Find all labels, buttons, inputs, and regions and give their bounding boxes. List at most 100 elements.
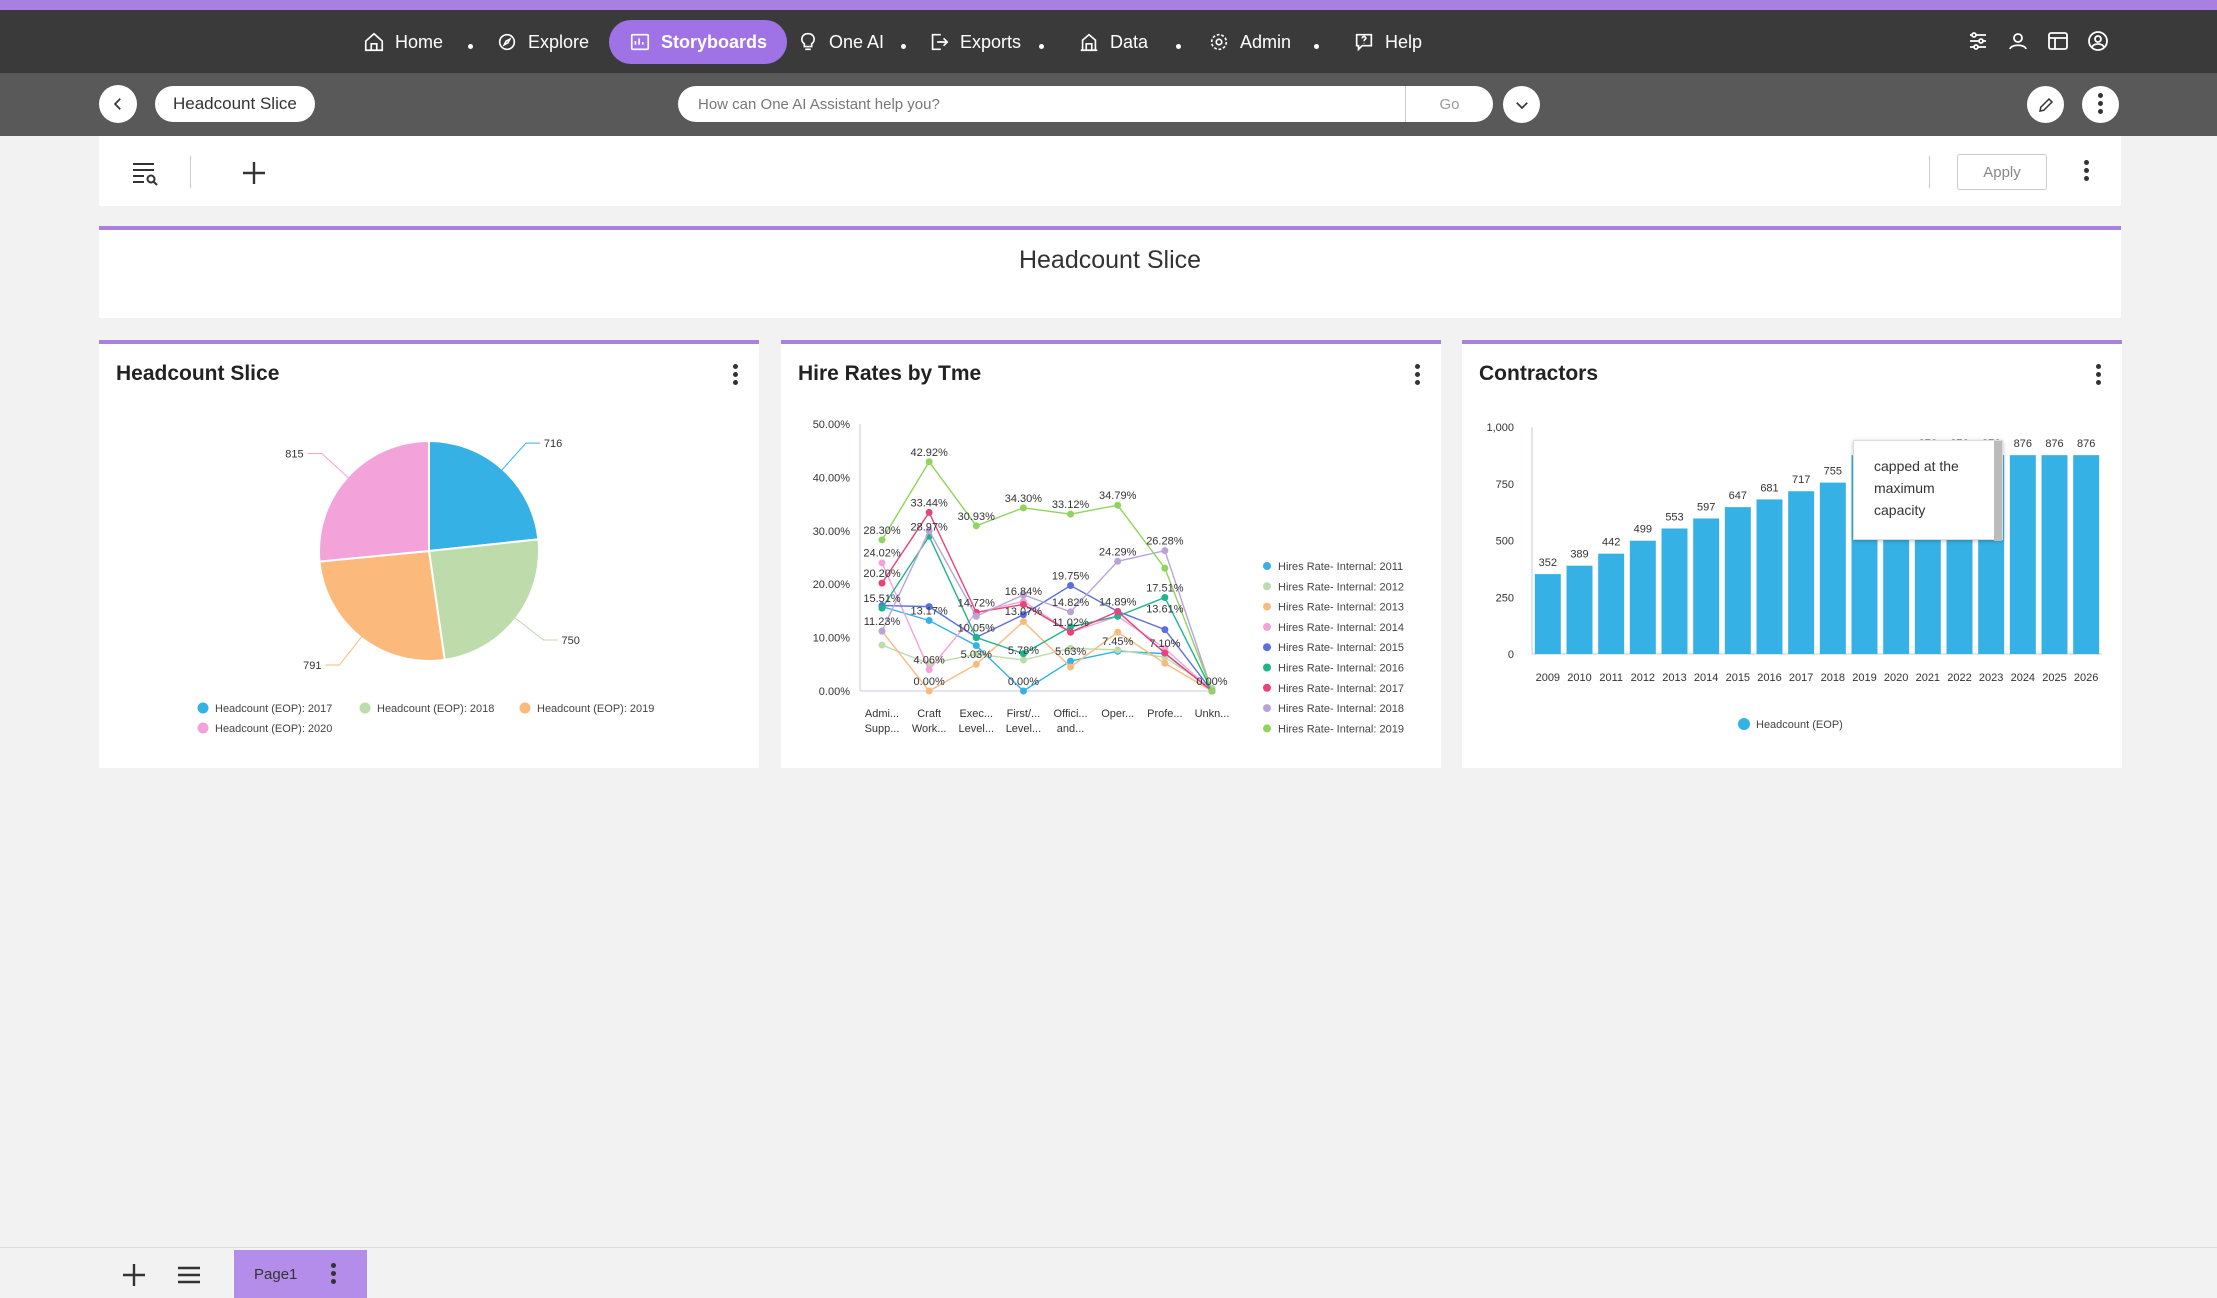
series-point[interactable] bbox=[1019, 618, 1027, 626]
bar[interactable] bbox=[1629, 540, 1656, 654]
series-point[interactable] bbox=[1161, 626, 1169, 634]
series-point[interactable] bbox=[1019, 600, 1027, 608]
edit-button[interactable] bbox=[2027, 86, 2064, 123]
series-point[interactable] bbox=[1067, 663, 1075, 671]
pie-slice[interactable] bbox=[318, 549, 446, 662]
nav-explore[interactable]: Explore bbox=[496, 20, 589, 64]
bar[interactable] bbox=[1724, 507, 1751, 654]
legend-label[interactable]: Hires Rate- Internal: 2012 bbox=[1278, 581, 1404, 593]
widget-menu-icon[interactable] bbox=[731, 364, 739, 388]
series-point[interactable] bbox=[1019, 656, 1027, 664]
series-point[interactable] bbox=[1161, 659, 1169, 667]
series-line[interactable] bbox=[881, 584, 1213, 692]
legend-label[interactable]: Headcount (EOP): 2018 bbox=[377, 703, 494, 715]
legend-label[interactable]: Headcount (EOP): 2020 bbox=[215, 723, 332, 735]
series-point[interactable] bbox=[878, 627, 886, 635]
legend-label[interactable]: Headcount (EOP) bbox=[1756, 719, 1843, 731]
nav-storyboards[interactable]: Storyboards bbox=[609, 20, 788, 64]
back-button[interactable] bbox=[99, 85, 137, 123]
nav-data[interactable]: Data bbox=[1078, 20, 1148, 64]
apply-button[interactable]: Apply bbox=[1957, 154, 2047, 190]
series-point[interactable] bbox=[1019, 687, 1027, 695]
series-point[interactable] bbox=[1161, 649, 1169, 657]
bar[interactable] bbox=[1756, 499, 1783, 654]
series-line[interactable] bbox=[881, 605, 1213, 692]
nav-help[interactable]: Help bbox=[1353, 20, 1422, 64]
series-point[interactable] bbox=[878, 604, 886, 612]
series-point[interactable] bbox=[1161, 644, 1169, 652]
series-point[interactable] bbox=[1161, 564, 1169, 572]
legend-label[interactable]: Hires Rate- Internal: 2014 bbox=[1278, 622, 1404, 634]
series-point[interactable] bbox=[1208, 687, 1216, 695]
legend-label[interactable]: Headcount (EOP): 2019 bbox=[537, 703, 654, 715]
series-point[interactable] bbox=[925, 617, 933, 625]
series-point[interactable] bbox=[1067, 608, 1075, 616]
series-point[interactable] bbox=[1067, 657, 1075, 665]
add-page-icon[interactable] bbox=[120, 1261, 148, 1289]
ai-assistant-input[interactable] bbox=[678, 87, 1405, 121]
toolbar-more-icon[interactable] bbox=[2082, 160, 2090, 184]
series-point[interactable] bbox=[878, 641, 886, 649]
settings-sliders-icon[interactable] bbox=[1966, 29, 1996, 59]
legend-label[interactable]: Hires Rate- Internal: 2018 bbox=[1278, 703, 1404, 715]
series-point[interactable] bbox=[1067, 623, 1075, 631]
series-line[interactable] bbox=[881, 529, 1213, 692]
assistant-dropdown-button[interactable] bbox=[1503, 86, 1540, 123]
legend-label[interactable]: Hires Rate- Internal: 2017 bbox=[1278, 683, 1404, 695]
series-point[interactable] bbox=[925, 603, 933, 611]
widget-hire-rates[interactable]: Hire Rates by Tme 0.00% 10.00% 20.00% 30.00… bbox=[781, 340, 1441, 768]
bar[interactable] bbox=[2009, 455, 2036, 654]
series-point[interactable] bbox=[925, 687, 933, 695]
series-line[interactable] bbox=[881, 460, 1213, 692]
page-tab-menu-icon[interactable] bbox=[329, 1263, 337, 1287]
pie-slice[interactable] bbox=[318, 439, 430, 563]
series-point[interactable] bbox=[1114, 501, 1122, 509]
pie-slice[interactable] bbox=[428, 439, 540, 553]
legend-label[interactable]: Hires Rate- Internal: 2019 bbox=[1278, 723, 1404, 735]
series-point[interactable] bbox=[972, 642, 980, 650]
series-point[interactable] bbox=[1114, 646, 1122, 654]
series-point[interactable] bbox=[878, 579, 886, 587]
widget-headcount-slice[interactable]: Headcount Slice 716 750 791 815 Headcount (E… bbox=[99, 340, 759, 768]
nav-home[interactable]: Home bbox=[363, 20, 443, 64]
more-options-button[interactable] bbox=[2082, 86, 2119, 123]
bar[interactable] bbox=[1819, 482, 1846, 654]
bar[interactable] bbox=[1598, 553, 1625, 654]
series-point[interactable] bbox=[878, 559, 886, 567]
legend-label[interactable]: Hires Rate- Internal: 2015 bbox=[1278, 642, 1404, 654]
bar[interactable] bbox=[1693, 518, 1720, 654]
bar[interactable] bbox=[2041, 455, 2068, 654]
series-point[interactable] bbox=[972, 650, 980, 658]
series-point[interactable] bbox=[925, 527, 933, 535]
storyboard-title[interactable]: Headcount Slice bbox=[155, 86, 315, 122]
nav-exports[interactable]: Exports bbox=[928, 20, 1021, 64]
pages-menu-icon[interactable] bbox=[175, 1261, 203, 1289]
bar[interactable] bbox=[2073, 455, 2100, 654]
widget-contractors[interactable]: Contractors 0 250 500 750 1,000 352 2009 389 201… bbox=[1462, 340, 2122, 768]
legend-label[interactable]: Hires Rate- Internal: 2011 bbox=[1278, 561, 1403, 573]
series-point[interactable] bbox=[1114, 557, 1122, 565]
series-point[interactable] bbox=[1161, 593, 1169, 601]
legend-label[interactable]: Hires Rate- Internal: 2016 bbox=[1278, 663, 1404, 675]
series-point[interactable] bbox=[925, 508, 933, 516]
series-point[interactable] bbox=[1019, 591, 1027, 599]
series-point[interactable] bbox=[972, 612, 980, 620]
series-point[interactable] bbox=[1114, 607, 1122, 615]
series-point[interactable] bbox=[972, 522, 980, 530]
bar[interactable] bbox=[1661, 528, 1688, 654]
legend-label[interactable]: Hires Rate- Internal: 2013 bbox=[1278, 602, 1404, 614]
series-point[interactable] bbox=[1067, 510, 1075, 518]
widget-menu-icon[interactable] bbox=[2094, 364, 2102, 388]
series-line[interactable] bbox=[881, 620, 1213, 692]
series-point[interactable] bbox=[972, 660, 980, 668]
series-point[interactable] bbox=[972, 634, 980, 642]
series-line[interactable] bbox=[881, 511, 1213, 692]
bar[interactable] bbox=[1534, 574, 1561, 654]
filter-list-icon[interactable] bbox=[130, 158, 160, 188]
series-point[interactable] bbox=[1067, 644, 1075, 652]
pie-slice[interactable] bbox=[427, 538, 540, 662]
add-icon[interactable] bbox=[239, 158, 269, 188]
series-point[interactable] bbox=[1019, 504, 1027, 512]
tooltip-scrollbar[interactable] bbox=[1994, 441, 2002, 541]
series-line[interactable] bbox=[881, 534, 1213, 692]
